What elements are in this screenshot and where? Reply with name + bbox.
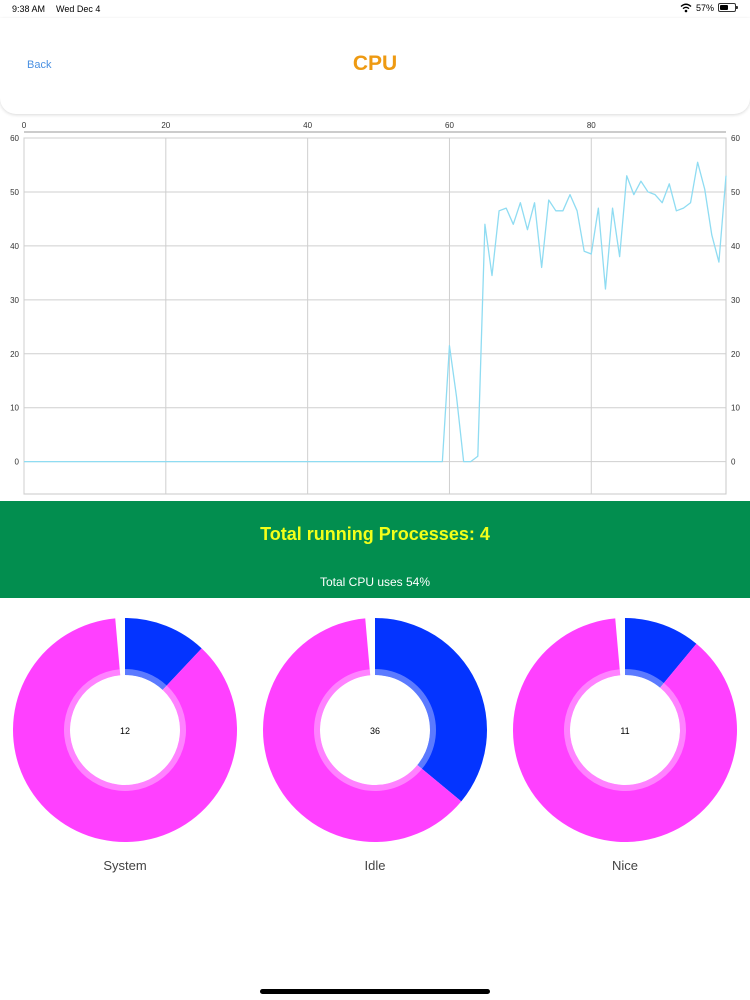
donut-slice-rest — [263, 618, 462, 842]
status-time: 9:38 AM — [12, 4, 46, 14]
chart-frame — [23, 137, 727, 495]
wifi-icon — [680, 3, 692, 13]
status-date: Wed Dec 4 — [56, 4, 101, 14]
battery-icon — [718, 3, 740, 13]
y-tick-label-left: 0 — [15, 458, 20, 467]
donut-slice-active — [375, 618, 487, 802]
donut-inner-ring-active — [125, 669, 167, 690]
donut-value-system: 12 — [119, 726, 130, 736]
navigation-bar: Back CPU — [0, 18, 750, 114]
y-tick-label-right: 0 — [731, 458, 736, 467]
donut-chart-nice — [513, 618, 737, 842]
donut-slice-rest — [513, 618, 737, 842]
cpu-line-chart: 0 20 40 60 80 0 0 10 10 20 20 30 30 40 40 50 50 60 60 — [0, 118, 750, 500]
y-tick-label-right: 20 — [731, 350, 740, 359]
home-indicator[interactable] — [260, 989, 490, 994]
donut-slice-active — [625, 618, 697, 688]
donut-value-nice: 11 — [620, 726, 630, 736]
y-tick-label-right: 10 — [731, 404, 740, 413]
battery-percent: 57% — [695, 3, 714, 13]
donut-label-system: System — [103, 858, 147, 873]
cpu-usage-series-line — [24, 161, 727, 463]
donut-label-idle: Idle — [364, 858, 386, 873]
donut-slice-rest — [13, 618, 238, 842]
y-tick-label-right: 60 — [731, 134, 740, 143]
x-tick-label: 0 — [22, 121, 27, 130]
donut-slice-active — [125, 618, 202, 690]
donut-value-idle: 36 — [369, 726, 380, 736]
donut-inner-ring-rest — [314, 669, 423, 791]
donut-inner-ring-active — [625, 669, 664, 688]
back-button[interactable]: Back — [27, 59, 52, 71]
status-indicators: 57% — [680, 3, 740, 13]
x-tick-label: 80 — [587, 121, 596, 130]
process-summary-banner: Total running Processes: 4 Total CPU use… — [0, 501, 750, 598]
total-processes-text: Total running Processes: 4 — [260, 524, 490, 544]
x-tick-label: 60 — [445, 121, 454, 130]
y-tick-label-right: 30 — [731, 296, 740, 305]
y-tick-label-left: 60 — [10, 134, 19, 143]
status-bar: 9:38 AM Wed Dec 4 57% — [0, 0, 750, 18]
donut-inner-ring-active — [375, 669, 436, 769]
page-title: CPU — [352, 52, 398, 75]
x-tick-label: 20 — [161, 121, 170, 130]
y-tick-label-left: 10 — [10, 404, 19, 413]
donut-chart-idle — [263, 618, 487, 842]
donut-chart-system — [13, 618, 238, 842]
donut-idle: 36 Idle — [262, 612, 502, 882]
y-tick-label-left: 20 — [10, 350, 19, 359]
cpu-line-chart-svg: 0 20 40 60 80 0 0 10 10 20 20 30 30 40 40 50 50 60 60 — [10, 121, 740, 495]
donut-system: 12 System — [12, 612, 252, 882]
y-tick-label-right: 50 — [731, 188, 740, 197]
y-tick-label-left: 30 — [10, 296, 19, 305]
y-tick-label-right: 40 — [731, 242, 740, 251]
x-tick-label: 40 — [303, 121, 312, 130]
total-cpu-text: Total CPU uses 54% — [319, 575, 431, 589]
y-tick-label-left: 50 — [10, 188, 19, 197]
y-tick-label-left: 40 — [10, 242, 19, 251]
donut-nice: 11 Nice — [512, 612, 750, 882]
donut-label-nice: Nice — [611, 858, 638, 873]
